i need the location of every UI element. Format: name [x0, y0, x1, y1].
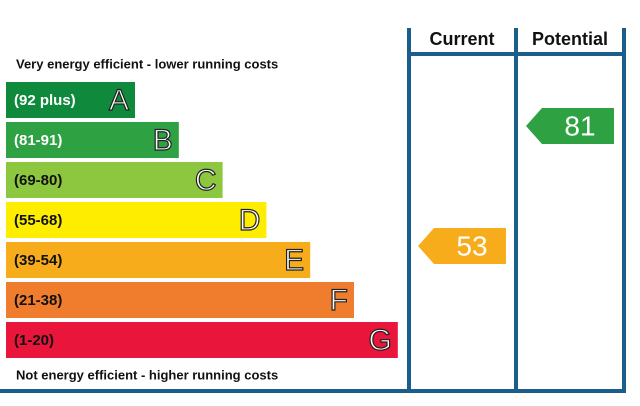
band-bar [6, 162, 223, 198]
rating-value: 81 [564, 110, 595, 141]
rating-arrow [526, 108, 614, 144]
band-range: (69-80) [14, 172, 62, 189]
column-header: Current [429, 29, 494, 49]
band-range: (39-54) [14, 252, 62, 269]
band-letter: B [153, 124, 173, 157]
column-header: Potential [532, 29, 608, 49]
band-letter: C [195, 164, 217, 197]
band-bar [6, 322, 398, 358]
band-range: (81-91) [14, 132, 62, 149]
band-letter: A [109, 84, 129, 117]
band-bar [6, 242, 311, 278]
band-letter: E [284, 244, 304, 277]
rating-arrow [418, 228, 506, 264]
band-range: (55-68) [14, 212, 62, 229]
band-range: (92 plus) [14, 92, 76, 109]
band-bar [6, 122, 179, 158]
band-letter: G [368, 324, 391, 357]
band-letter: D [239, 204, 261, 237]
bottom-note: Not energy efficient - higher running co… [16, 367, 278, 382]
band-bar [6, 282, 354, 318]
band-bar [6, 82, 135, 118]
band-range: (1-20) [14, 332, 54, 349]
band-bar [6, 202, 267, 238]
rating-value: 53 [456, 230, 487, 261]
band-letter: F [330, 284, 348, 317]
top-note: Very energy efficient - lower running co… [16, 56, 278, 71]
band-range: (21-38) [14, 292, 62, 309]
